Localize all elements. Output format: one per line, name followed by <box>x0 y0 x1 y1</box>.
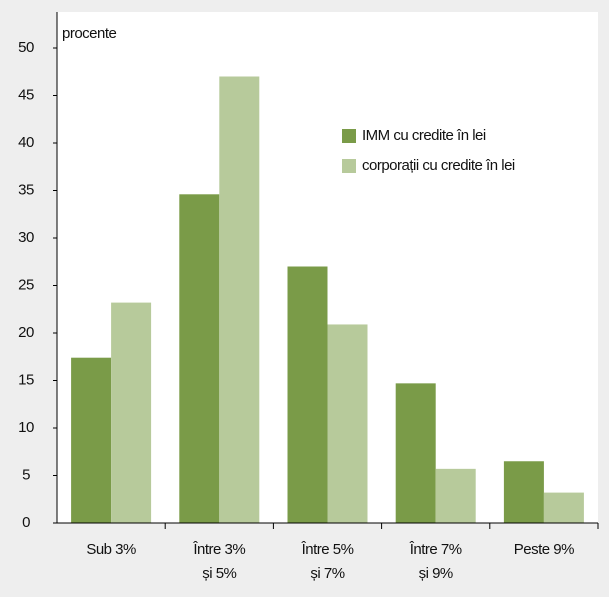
bar <box>111 302 152 523</box>
y-axis-label: procente <box>62 25 117 42</box>
y-tick-label: 10 <box>18 419 34 436</box>
bar <box>71 357 112 523</box>
bar <box>395 383 436 523</box>
y-tick-label: 50 <box>18 39 34 56</box>
bar <box>435 468 476 523</box>
bar <box>327 324 368 523</box>
legend-label: IMM cu credite în lei <box>362 127 486 144</box>
x-tick-label: și 7% <box>310 565 344 582</box>
y-tick-label: 25 <box>18 276 34 293</box>
y-tick-label: 40 <box>18 134 34 151</box>
bar <box>219 76 260 523</box>
x-tick-label: Între 7% <box>409 541 462 558</box>
x-tick-label: și 5% <box>202 565 236 582</box>
x-tick-label: Peste 9% <box>514 541 574 558</box>
x-tick-label: și 9% <box>419 565 453 582</box>
bar <box>503 461 544 523</box>
x-tick-label: Sub 3% <box>86 541 136 558</box>
bar <box>543 492 584 523</box>
y-tick-label: 15 <box>18 371 34 388</box>
y-tick-label: 45 <box>18 86 34 103</box>
y-tick-label: 30 <box>18 229 34 246</box>
y-tick-label: 20 <box>18 324 34 341</box>
bar <box>179 194 220 524</box>
x-tick-label: Între 3% <box>192 541 245 558</box>
legend-swatch <box>342 159 356 173</box>
x-tick-label: Între 5% <box>301 541 354 558</box>
legend-label: corporații cu credite în lei <box>362 157 515 174</box>
legend-swatch <box>342 129 356 143</box>
y-tick-label: 35 <box>18 181 34 198</box>
bar <box>287 266 328 523</box>
y-tick-label: 0 <box>22 514 30 531</box>
y-tick-label: 5 <box>22 466 30 483</box>
